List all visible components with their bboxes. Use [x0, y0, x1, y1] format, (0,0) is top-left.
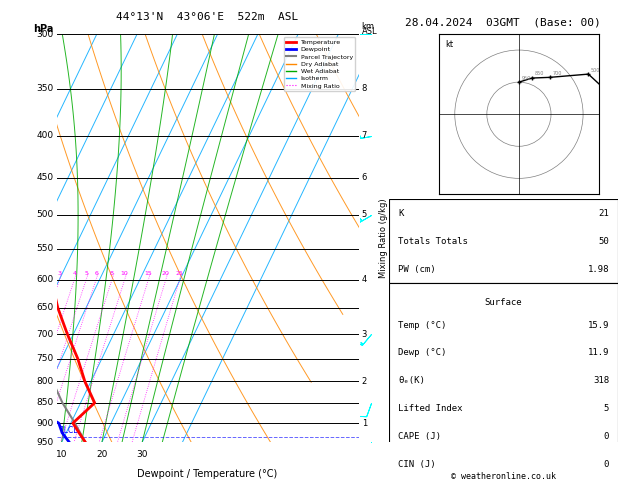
Text: 850: 850 [36, 399, 53, 407]
Text: 8: 8 [362, 84, 367, 93]
Text: 1.98: 1.98 [587, 264, 609, 274]
Text: 10: 10 [121, 271, 128, 276]
Text: 30: 30 [136, 450, 148, 459]
Text: 650: 650 [36, 303, 53, 312]
Text: CAPE (J): CAPE (J) [398, 432, 441, 441]
Text: Temp (°C): Temp (°C) [398, 320, 447, 330]
Text: 450: 450 [36, 173, 53, 182]
Text: 4: 4 [72, 271, 76, 276]
Bar [389, 199, 618, 283]
Text: 28.04.2024  03GMT  (Base: 00): 28.04.2024 03GMT (Base: 00) [405, 17, 601, 27]
Text: 25: 25 [175, 271, 184, 276]
Text: 4: 4 [362, 275, 367, 284]
Text: 20: 20 [96, 450, 108, 459]
Text: 350: 350 [36, 84, 53, 93]
Text: kt: kt [445, 40, 454, 49]
Text: © weatheronline.co.uk: © weatheronline.co.uk [451, 472, 555, 481]
Text: 15: 15 [145, 271, 152, 276]
Text: 6: 6 [362, 173, 367, 182]
Text: 0: 0 [604, 432, 609, 441]
Text: 7: 7 [362, 131, 367, 140]
Text: 0: 0 [604, 460, 609, 469]
Text: Lifted Index: Lifted Index [398, 404, 462, 414]
Text: 400: 400 [36, 131, 53, 140]
Text: 3: 3 [58, 271, 62, 276]
Text: Mixing Ratio (g/kg): Mixing Ratio (g/kg) [379, 198, 388, 278]
Text: 300: 300 [36, 30, 53, 38]
Text: Dewp (°C): Dewp (°C) [398, 348, 447, 358]
Bar [389, 283, 618, 479]
Text: PW (cm): PW (cm) [398, 264, 435, 274]
Text: 500: 500 [36, 210, 53, 220]
Text: 5: 5 [84, 271, 88, 276]
Text: 8: 8 [110, 271, 114, 276]
Text: 550: 550 [36, 244, 53, 253]
Text: 44°13'N  43°06'E  522m  ASL: 44°13'N 43°06'E 522m ASL [116, 12, 299, 22]
Legend: Temperature, Dewpoint, Parcel Trajectory, Dry Adiabat, Wet Adiabat, Isotherm, Mi: Temperature, Dewpoint, Parcel Trajectory… [284, 37, 355, 91]
Text: 20: 20 [162, 271, 170, 276]
Text: 1: 1 [362, 418, 367, 428]
Text: 600: 600 [36, 275, 53, 284]
Text: hPa: hPa [33, 24, 53, 34]
Text: 5: 5 [604, 404, 609, 414]
Text: ASL: ASL [362, 27, 377, 36]
Text: 21: 21 [598, 208, 609, 218]
Text: Dewpoint / Temperature (°C): Dewpoint / Temperature (°C) [138, 469, 277, 479]
Text: CIN (J): CIN (J) [398, 460, 435, 469]
Text: Surface: Surface [485, 298, 522, 307]
Text: km: km [362, 22, 375, 31]
Text: 6: 6 [94, 271, 98, 276]
Text: K: K [398, 208, 403, 218]
Text: 318: 318 [593, 376, 609, 385]
Text: 15.9: 15.9 [587, 320, 609, 330]
Text: 11.9: 11.9 [587, 348, 609, 358]
Text: 850: 850 [535, 71, 544, 76]
Text: 500: 500 [591, 68, 600, 72]
Text: 700: 700 [36, 330, 53, 339]
Text: Totals Totals: Totals Totals [398, 237, 468, 246]
Text: 750: 750 [36, 354, 53, 363]
Bar [389, 479, 618, 486]
Text: 950: 950 [521, 75, 531, 81]
Text: 700: 700 [552, 71, 562, 76]
Text: θₑ(K): θₑ(K) [398, 376, 425, 385]
Text: 3: 3 [362, 330, 367, 339]
Text: 50: 50 [598, 237, 609, 246]
Text: 5: 5 [362, 210, 367, 220]
Text: 1LCL: 1LCL [60, 426, 78, 435]
Text: 2: 2 [362, 377, 367, 386]
Text: 800: 800 [36, 377, 53, 386]
Text: 950: 950 [36, 438, 53, 447]
Text: 900: 900 [36, 418, 53, 428]
Text: 10: 10 [56, 450, 67, 459]
